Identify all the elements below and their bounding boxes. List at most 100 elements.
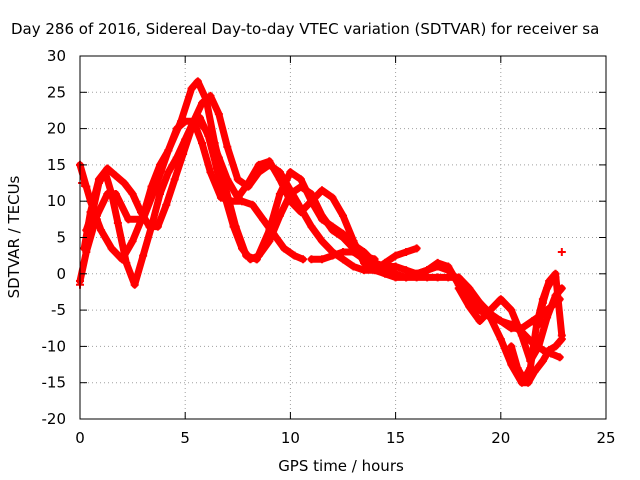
data-point-marker: [246, 255, 255, 264]
data-point-marker: [423, 273, 432, 282]
data-point-marker: [307, 255, 316, 264]
data-point-marker: [214, 110, 223, 119]
data-point-marker: [124, 215, 133, 224]
data-point-marker: [223, 142, 232, 151]
data-point-marker: [496, 335, 505, 344]
data-point-marker: [198, 99, 207, 108]
data-point-marker: [349, 248, 358, 257]
x-tick-label: 25: [596, 429, 615, 447]
data-point-marker: [170, 175, 179, 184]
y-tick-label: 10: [47, 192, 66, 210]
data-point-marker: [538, 356, 547, 365]
y-axis-label: SDTVAR / TECUs: [5, 175, 23, 298]
data-point-marker: [164, 146, 173, 155]
data-point-marker: [238, 197, 247, 206]
data-series: [76, 77, 566, 387]
data-point-marker: [339, 248, 347, 257]
data-point-marker: [557, 331, 566, 340]
data-point-marker: [275, 175, 284, 184]
data-point-marker: [496, 295, 505, 304]
data-point-marker: [248, 200, 257, 209]
data-point-marker: [94, 175, 103, 184]
data-point-marker: [254, 251, 263, 260]
data-point-marker: [97, 226, 106, 235]
x-tick-label: 5: [180, 429, 190, 447]
data-point-marker: [339, 233, 347, 242]
y-tick-label: 5: [56, 229, 66, 247]
data-point-marker: [412, 269, 421, 278]
y-tick-label: 25: [47, 83, 66, 101]
data-point-marker: [557, 248, 566, 257]
data-point-marker: [513, 364, 522, 373]
data-point-marker: [187, 84, 196, 93]
data-point-marker: [164, 168, 173, 177]
data-point-marker: [111, 171, 120, 180]
y-tick-label: 15: [47, 156, 66, 174]
data-point-marker: [286, 168, 295, 177]
data-point-marker: [328, 193, 337, 202]
series-track: [455, 284, 566, 365]
chart-title: Day 286 of 2016, Sidereal Day-to-day VTE…: [11, 20, 599, 38]
data-point-marker: [296, 208, 305, 217]
data-point-marker: [307, 189, 316, 198]
data-point-marker: [299, 255, 308, 264]
data-point-marker: [286, 189, 295, 198]
data-point-marker: [162, 200, 171, 209]
data-point-marker: [92, 215, 101, 224]
data-point-marker: [259, 215, 268, 224]
data-point-marker: [534, 320, 543, 329]
data-point-marker: [113, 218, 122, 227]
data-point-marker: [381, 269, 390, 278]
data-point-marker: [86, 208, 95, 217]
data-point-marker: [139, 251, 148, 260]
data-point-marker: [233, 193, 242, 202]
data-point-marker: [137, 208, 146, 217]
data-point-marker: [107, 244, 116, 253]
data-point-marker: [179, 150, 188, 159]
data-point-marker: [543, 313, 552, 322]
data-point-marker: [402, 248, 411, 257]
data-point-marker: [229, 222, 238, 231]
data-point-marker: [339, 255, 347, 264]
data-point-marker: [80, 244, 89, 253]
data-point-marker: [296, 182, 305, 191]
data-point-marker: [155, 160, 164, 169]
data-point-marker: [524, 378, 533, 387]
data-point-marker: [391, 262, 400, 271]
data-point-marker: [360, 266, 369, 275]
data-point-marker: [433, 273, 442, 282]
data-point-marker: [187, 124, 196, 133]
data-point-marker: [195, 113, 204, 122]
data-point-marker: [402, 273, 411, 282]
data-point-marker: [454, 284, 463, 293]
data-point-marker: [349, 262, 358, 271]
data-point-marker: [122, 258, 131, 267]
data-point-marker: [496, 316, 505, 325]
data-point-marker: [555, 353, 564, 362]
data-point-marker: [193, 77, 202, 86]
y-axis-tick-labels: -20 -15 -10 -5 0 5 10 15 20 25 30: [42, 47, 67, 428]
data-point-marker: [360, 255, 369, 264]
data-point-marker: [370, 266, 379, 275]
data-point-marker: [475, 316, 484, 325]
data-point-marker: [290, 251, 299, 260]
y-tick-label: -10: [42, 337, 67, 355]
data-point-marker: [120, 179, 129, 188]
data-point-marker: [328, 251, 337, 260]
x-axis-tick-labels: 0 5 10 15 20 25: [75, 429, 615, 447]
data-point-marker: [475, 306, 484, 315]
data-point-marker: [198, 139, 207, 148]
data-point-marker: [547, 277, 556, 286]
data-point-marker: [128, 189, 137, 198]
data-point-marker: [526, 364, 535, 373]
data-point-marker: [145, 222, 154, 231]
data-point-marker: [265, 157, 274, 166]
data-point-marker: [339, 211, 347, 220]
data-point-marker: [423, 266, 432, 275]
data-point-marker: [538, 298, 547, 307]
data-point-marker: [370, 258, 379, 267]
data-point-marker: [223, 175, 232, 184]
data-point-marker: [507, 306, 516, 315]
data-point-marker: [517, 331, 526, 340]
